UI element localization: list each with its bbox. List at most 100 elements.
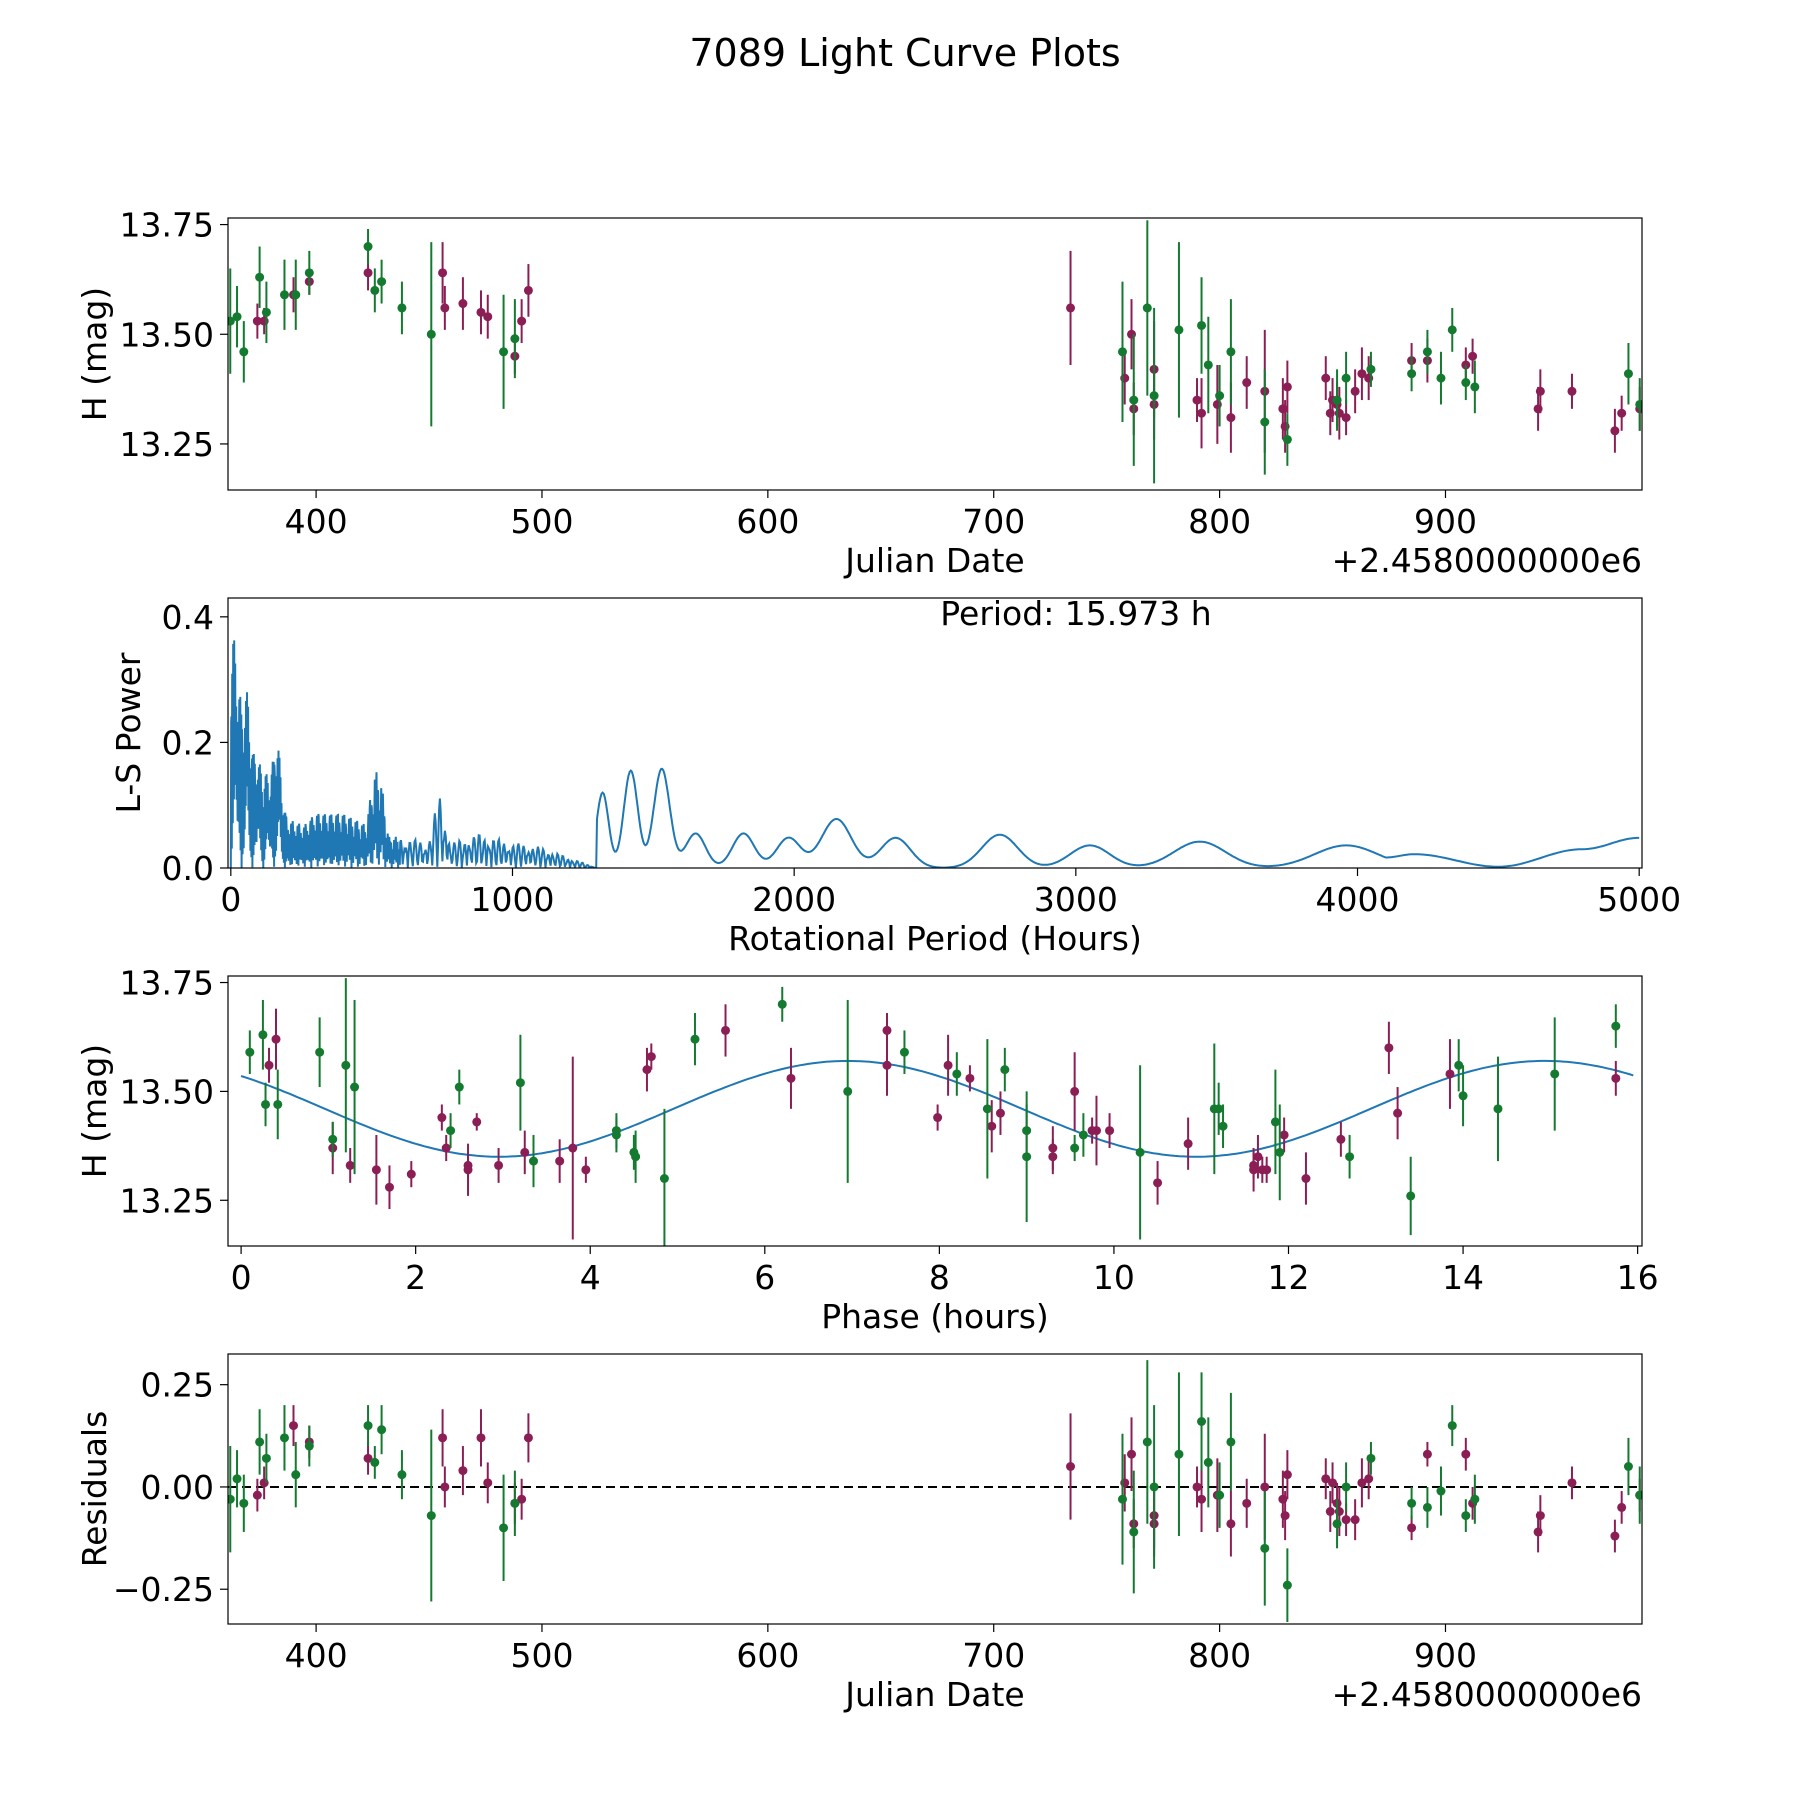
data-point — [1197, 1494, 1207, 1504]
y-axis-label: H (mag) — [75, 287, 114, 421]
data-point — [690, 1034, 700, 1044]
data-point — [1436, 1486, 1446, 1496]
data-point — [1454, 1060, 1464, 1070]
data-point — [232, 1474, 242, 1484]
data-point — [494, 1160, 504, 1170]
data-point — [252, 1490, 262, 1500]
axes-frame — [227, 597, 1643, 869]
x-tick-label: 3000 — [1034, 880, 1118, 919]
y-tick-label: 0.2 — [162, 723, 214, 762]
y-tick-label: 0.00 — [141, 1468, 214, 1507]
data-point — [1357, 1478, 1367, 1488]
data-point — [1366, 1453, 1376, 1463]
data-point — [882, 1025, 892, 1035]
data-point — [1364, 1474, 1374, 1484]
x-tick-label: 5000 — [1597, 880, 1681, 919]
data-point — [291, 290, 301, 300]
y-tick-label: 13.25 — [120, 1181, 214, 1220]
data-point — [1535, 1511, 1545, 1521]
data-point — [472, 1117, 482, 1127]
data-point — [438, 268, 448, 278]
data-point — [1384, 1043, 1394, 1053]
y-tick-label: 0.0 — [162, 849, 214, 888]
data-point — [458, 299, 468, 309]
data-point — [397, 303, 407, 313]
data-point — [581, 1165, 591, 1175]
data-point — [1611, 1073, 1621, 1083]
data-point — [965, 1073, 975, 1083]
data-point — [1135, 1147, 1145, 1157]
y-axis-label: H (mag) — [75, 1044, 114, 1178]
data-point — [1341, 1482, 1351, 1492]
x-axis-label: Julian Date — [843, 541, 1025, 580]
data-point — [1461, 1449, 1471, 1459]
data-point — [1149, 1482, 1159, 1492]
data-point — [463, 1165, 473, 1175]
x-tick-label: 800 — [1188, 1636, 1251, 1675]
data-point — [1078, 1130, 1088, 1140]
data-point — [1183, 1139, 1193, 1149]
data-point — [1635, 1490, 1642, 1500]
data-point — [1215, 1490, 1225, 1500]
data-point — [426, 329, 436, 339]
data-point — [1142, 1437, 1152, 1447]
axes-frame — [227, 217, 1643, 491]
data-point — [1447, 1421, 1457, 1431]
data-point — [279, 290, 289, 300]
data-point — [345, 1160, 355, 1170]
data-point — [1149, 391, 1159, 401]
data-point — [642, 1065, 652, 1075]
x-offset-label: +2.4580000000e6 — [1332, 541, 1642, 580]
data-point — [1610, 426, 1620, 436]
data-point — [476, 1433, 486, 1443]
data-point — [1070, 1086, 1080, 1096]
data-point — [370, 285, 380, 295]
data-point — [446, 1126, 456, 1136]
data-point — [363, 1453, 373, 1463]
data-point — [371, 1165, 381, 1175]
data-point — [279, 1433, 289, 1443]
data-point — [363, 1421, 373, 1431]
data-point — [1249, 1165, 1259, 1175]
x-tick-label: 1000 — [470, 880, 554, 919]
data-point — [1617, 1502, 1627, 1512]
data-point — [982, 1104, 992, 1114]
data-point — [1215, 391, 1225, 401]
x-tick-label: 400 — [285, 502, 348, 541]
data-point — [440, 1482, 450, 1492]
data-point — [1567, 1478, 1577, 1488]
data-point — [1567, 386, 1577, 396]
panel-phase-fold: 0 2 4 6 8 10 12 14 16 13.25 13.50 13.75 Phase (hours… — [75, 964, 1659, 1336]
data-point — [261, 307, 271, 317]
data-point — [1022, 1152, 1032, 1162]
x-tick-label: 600 — [736, 1636, 799, 1675]
data-point — [1422, 1449, 1432, 1459]
data-point — [1447, 325, 1457, 335]
y-tick-label: 13.50 — [120, 1072, 214, 1111]
data-point — [520, 1147, 530, 1157]
data-point — [1066, 1462, 1076, 1471]
data-point — [1345, 1152, 1355, 1162]
data-point — [1350, 386, 1360, 396]
x-tick-label: 500 — [510, 502, 573, 541]
data-point — [611, 1126, 621, 1136]
data-point — [1226, 347, 1236, 357]
data-point — [899, 1047, 909, 1057]
data-point — [441, 1143, 451, 1153]
data-point — [1407, 369, 1417, 379]
data-point — [397, 1470, 407, 1480]
data-point — [304, 1441, 314, 1451]
x-tick-label: 0 — [220, 880, 241, 919]
period-annotation: Period: 15.973 h — [940, 594, 1211, 633]
data-point — [454, 1082, 464, 1092]
data-point — [1393, 1108, 1403, 1118]
x-tick-label: 6 — [754, 1258, 775, 1297]
data-point — [510, 334, 520, 344]
data-point — [568, 1143, 578, 1153]
x-tick-label: 700 — [962, 1636, 1025, 1675]
data-point — [555, 1156, 565, 1166]
data-point — [1445, 1069, 1455, 1079]
data-point — [1174, 325, 1184, 335]
data-point — [499, 1523, 509, 1533]
